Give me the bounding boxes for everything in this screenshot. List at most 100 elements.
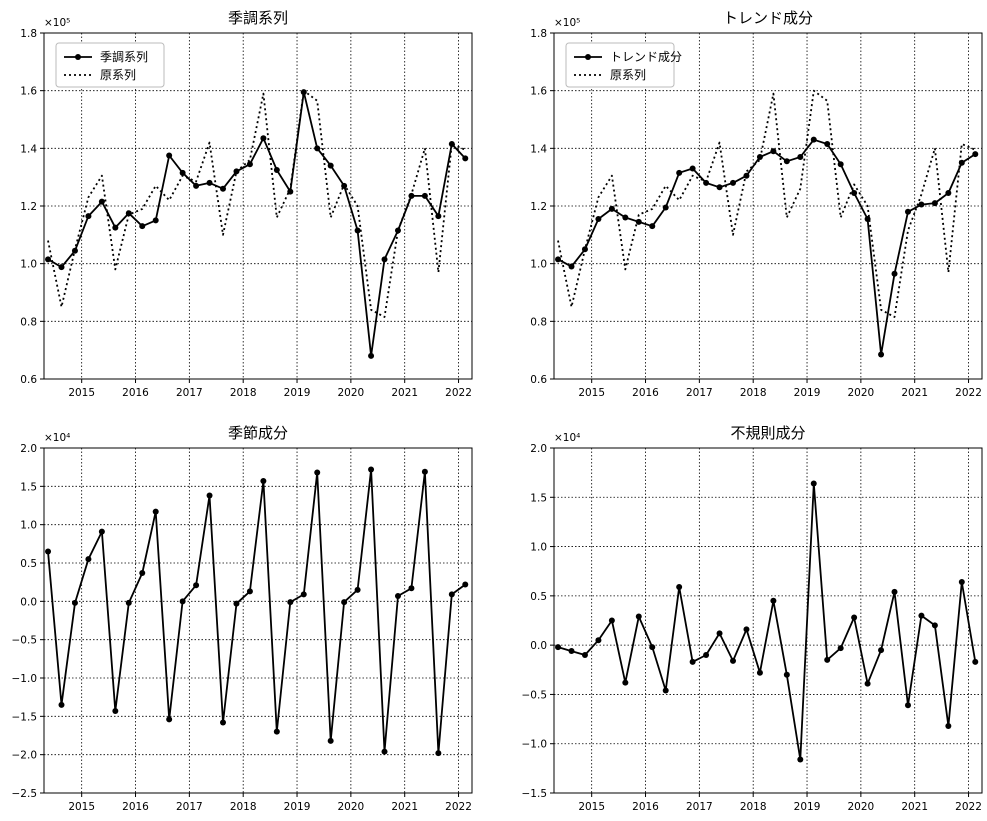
y-axis-multiplier: ×10⁵ xyxy=(44,17,70,29)
data-point xyxy=(233,168,240,175)
y-tick-label: 0.8 xyxy=(20,316,37,328)
data-point xyxy=(649,644,656,651)
x-tick-label: 2020 xyxy=(338,387,365,399)
y-tick-label: 1.0 xyxy=(530,542,547,554)
data-point xyxy=(206,492,213,499)
data-point xyxy=(770,597,777,604)
y-tick-label: 0.0 xyxy=(20,596,37,608)
plot-frame xyxy=(553,447,983,794)
data-point xyxy=(394,592,401,599)
chart-panel-1: 2015 2016 2017 2018 2019 2020 2021 2022 0.6 0.8 1.… xyxy=(20,9,473,399)
data-point xyxy=(112,707,119,714)
data-point xyxy=(435,213,442,220)
y-tick-label: 0.8 xyxy=(530,316,547,328)
data-point xyxy=(581,652,588,658)
data-point xyxy=(314,469,321,476)
data-point xyxy=(462,581,469,588)
data-point xyxy=(421,468,428,475)
data-point xyxy=(931,622,938,629)
x-tick-label: 2022 xyxy=(445,387,472,399)
y-tick-label: 1.2 xyxy=(530,201,547,213)
y-axis-multiplier: ×10⁵ xyxy=(554,17,580,29)
y-tick-label: 1.8 xyxy=(20,28,37,40)
data-point xyxy=(555,644,562,651)
data-point xyxy=(703,652,710,658)
y-tick-label: 1.0 xyxy=(20,520,37,532)
data-point xyxy=(878,351,885,358)
series-line xyxy=(557,138,976,356)
x-tick-label: 2015 xyxy=(68,387,95,399)
data-point xyxy=(837,161,844,168)
y-tick-label: 1.4 xyxy=(530,143,547,155)
data-point xyxy=(810,136,817,143)
data-point xyxy=(743,626,750,633)
data-point xyxy=(824,141,831,148)
data-point xyxy=(448,591,455,598)
data-point xyxy=(287,599,294,606)
data-point xyxy=(689,165,696,172)
x-tick-label: 2016 xyxy=(122,387,149,399)
data-point xyxy=(408,585,415,592)
chart-title: 季調系列 xyxy=(228,9,288,27)
x-tick-label: 2017 xyxy=(176,387,203,399)
data-point xyxy=(206,179,213,186)
y-tick-label: −1.0 xyxy=(522,739,548,751)
data-point xyxy=(918,612,925,619)
y-tick-label: 0.6 xyxy=(530,374,547,386)
y-tick-label: −1.0 xyxy=(12,673,38,685)
data-point xyxy=(703,179,710,186)
data-point xyxy=(381,748,388,755)
data-point xyxy=(246,588,253,595)
data-point xyxy=(287,188,294,195)
data-point xyxy=(179,169,186,176)
data-point xyxy=(246,161,253,168)
data-point xyxy=(354,586,361,593)
chart-panel-3: 2015 2016 2017 2018 2019 2020 2021 2022 −2.5 −2.0… xyxy=(12,424,473,813)
y-tick-label: 1.4 xyxy=(20,143,37,155)
data-point xyxy=(568,648,575,655)
data-point xyxy=(98,528,105,535)
data-point xyxy=(649,223,656,230)
y-axis-multiplier: ×10⁴ xyxy=(44,432,70,444)
data-point xyxy=(676,169,683,176)
data-point xyxy=(878,647,885,654)
data-point xyxy=(716,184,723,191)
x-tick-label: 2017 xyxy=(176,801,203,813)
data-point xyxy=(851,190,858,197)
chart-title: 季節成分 xyxy=(228,424,288,442)
data-point xyxy=(341,599,348,606)
data-point xyxy=(260,477,267,484)
y-tick-label: 1.8 xyxy=(530,28,547,40)
data-point xyxy=(662,687,669,694)
series-line xyxy=(557,482,977,761)
x-tick-label: 2015 xyxy=(578,801,605,813)
legend-box xyxy=(55,42,165,88)
data-point xyxy=(314,145,321,152)
y-axis-multiplier: ×10⁴ xyxy=(554,432,580,444)
data-point xyxy=(689,658,696,665)
data-point xyxy=(98,198,105,205)
data-point xyxy=(730,657,737,664)
chart-panel-2: 2015 2016 2017 2018 2019 2020 2021 2022 0.6 0.8 1.… xyxy=(530,9,983,399)
data-point xyxy=(783,671,790,678)
y-tick-label: 1.5 xyxy=(530,492,547,504)
y-tick-label: 1.0 xyxy=(20,259,37,271)
y-tick-label: 1.5 xyxy=(20,481,37,493)
data-point xyxy=(273,728,280,735)
data-point xyxy=(260,135,267,142)
data-point xyxy=(676,583,683,590)
x-tick-label: 2020 xyxy=(848,801,875,813)
data-point xyxy=(58,264,65,271)
data-point xyxy=(220,719,227,726)
data-point xyxy=(220,185,227,192)
x-tick-label: 2021 xyxy=(391,387,418,399)
data-point xyxy=(45,548,52,555)
data-point xyxy=(139,223,146,230)
data-point xyxy=(368,466,375,473)
data-point xyxy=(622,214,629,221)
data-point xyxy=(945,190,952,197)
y-tick-label: −2.0 xyxy=(12,750,38,762)
y-tick-label: 0.5 xyxy=(530,591,547,603)
x-tick-label: 2022 xyxy=(445,801,472,813)
